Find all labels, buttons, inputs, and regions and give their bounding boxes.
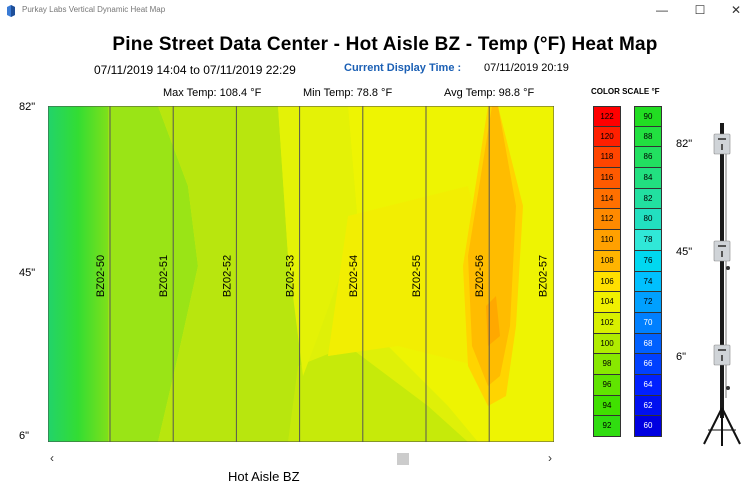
horizontal-scrollbar[interactable]: ‹ › — [48, 451, 554, 467]
color-scale-cell: 94 — [593, 395, 621, 417]
color-scale-cell: 114 — [593, 188, 621, 210]
scroll-thumb[interactable] — [396, 453, 409, 465]
color-scale-cell: 68 — [634, 333, 662, 355]
rack-label: BZ02-56 — [474, 255, 486, 297]
color-scale-cell: 116 — [593, 168, 621, 189]
color-scale-cell: 80 — [634, 209, 662, 231]
scroll-right-arrow[interactable]: › — [548, 451, 552, 465]
pole-label-top: 82" — [676, 138, 693, 150]
color-scale-cell: 100 — [593, 333, 621, 355]
color-scale-cell: 86 — [634, 147, 662, 169]
color-scale-cell: 82 — [634, 188, 662, 210]
close-button[interactable]: ✕ — [730, 3, 742, 17]
y-label-top: 82" — [19, 101, 36, 113]
color-scale-cell: 122 — [593, 106, 621, 127]
sensor-pole-image — [703, 123, 741, 446]
color-scale-cell: 106 — [593, 271, 621, 293]
color-scale-cell: 70 — [634, 312, 662, 334]
color-scale-cell: 110 — [593, 230, 621, 251]
y-label-mid: 45" — [19, 267, 36, 279]
min-temp: Min Temp: 78.8 °F — [303, 87, 393, 99]
window-titlebar: Purkay Labs Vertical Dynamic Heat Map — … — [0, 0, 750, 22]
color-scale-cell: 88 — [634, 126, 662, 148]
rack-label: BZ02-57 — [537, 255, 549, 297]
color-scale-low: 90 88 86 84 82 80 78 76 74 72 70 68 66 64 62 60 — [634, 106, 662, 437]
color-scale-cell: 108 — [593, 250, 621, 272]
date-range: 07/11/2019 14:04 to 07/11/2019 22:29 — [94, 63, 296, 77]
rack-label: BZ02-53 — [285, 255, 297, 297]
minimize-button[interactable]: — — [656, 3, 668, 17]
color-scale-cell: 104 — [593, 292, 621, 313]
pole-label-mid: 45" — [676, 246, 693, 258]
avg-temp: Avg Temp: 98.8 °F — [444, 87, 535, 99]
color-scale-cell: 120 — [593, 126, 621, 148]
color-scale-cell: 64 — [634, 374, 662, 396]
rack-label: BZ02-54 — [348, 255, 360, 297]
rack-overlay: BZ02-50 BZ02-51 BZ02-52 BZ02-53 BZ02-54 BZ02-… — [95, 106, 549, 442]
color-scale-cell: 102 — [593, 312, 621, 334]
color-scale-cell: 62 — [634, 395, 662, 417]
color-scale-cell: 96 — [593, 374, 621, 396]
color-scale-cell: 92 — [593, 416, 621, 437]
page-title: Pine Street Data Center - Hot Aisle BZ -… — [112, 34, 658, 55]
current-display-time-value: 07/11/2019 20:19 — [484, 62, 569, 74]
color-scale-cell: 76 — [634, 250, 662, 272]
maximize-button[interactable]: ☐ — [694, 3, 706, 17]
rack-label: BZ02-52 — [221, 255, 233, 297]
color-scale-cell: 66 — [634, 354, 662, 375]
current-display-time-label: Current Display Time : — [344, 62, 462, 74]
max-temp: Max Temp: 108.4 °F — [163, 87, 262, 99]
color-scale-cell: 84 — [634, 168, 662, 189]
color-scale-cell: 90 — [634, 106, 662, 127]
color-scale-title: COLOR SCALE °F — [591, 87, 660, 96]
color-scale-cell: 98 — [593, 354, 621, 375]
color-scale-cell: 78 — [634, 230, 662, 251]
rack-label: BZ02-55 — [411, 255, 423, 297]
rack-label: BZ02-51 — [158, 255, 170, 297]
color-scale-cell: 60 — [634, 416, 662, 437]
color-scale-high: 122 120 118 116 114 112 110 108 106 104 102 100 98 96… — [593, 106, 621, 437]
y-label-bottom: 6" — [19, 430, 30, 442]
color-scale-cell: 118 — [593, 147, 621, 169]
window-title: Purkay Labs Vertical Dynamic Heat Map — [22, 5, 166, 14]
color-scale-cell: 112 — [593, 209, 621, 231]
app-icon — [7, 5, 15, 17]
heat-map — [48, 106, 554, 442]
pole-label-bottom: 6" — [676, 351, 687, 363]
scroll-left-arrow[interactable]: ‹ — [50, 451, 54, 465]
rack-label: BZ02-50 — [95, 255, 107, 297]
color-scale-cell: 74 — [634, 271, 662, 293]
color-scale-cell: 72 — [634, 292, 662, 313]
x-axis-label: Hot Aisle BZ — [228, 469, 300, 484]
